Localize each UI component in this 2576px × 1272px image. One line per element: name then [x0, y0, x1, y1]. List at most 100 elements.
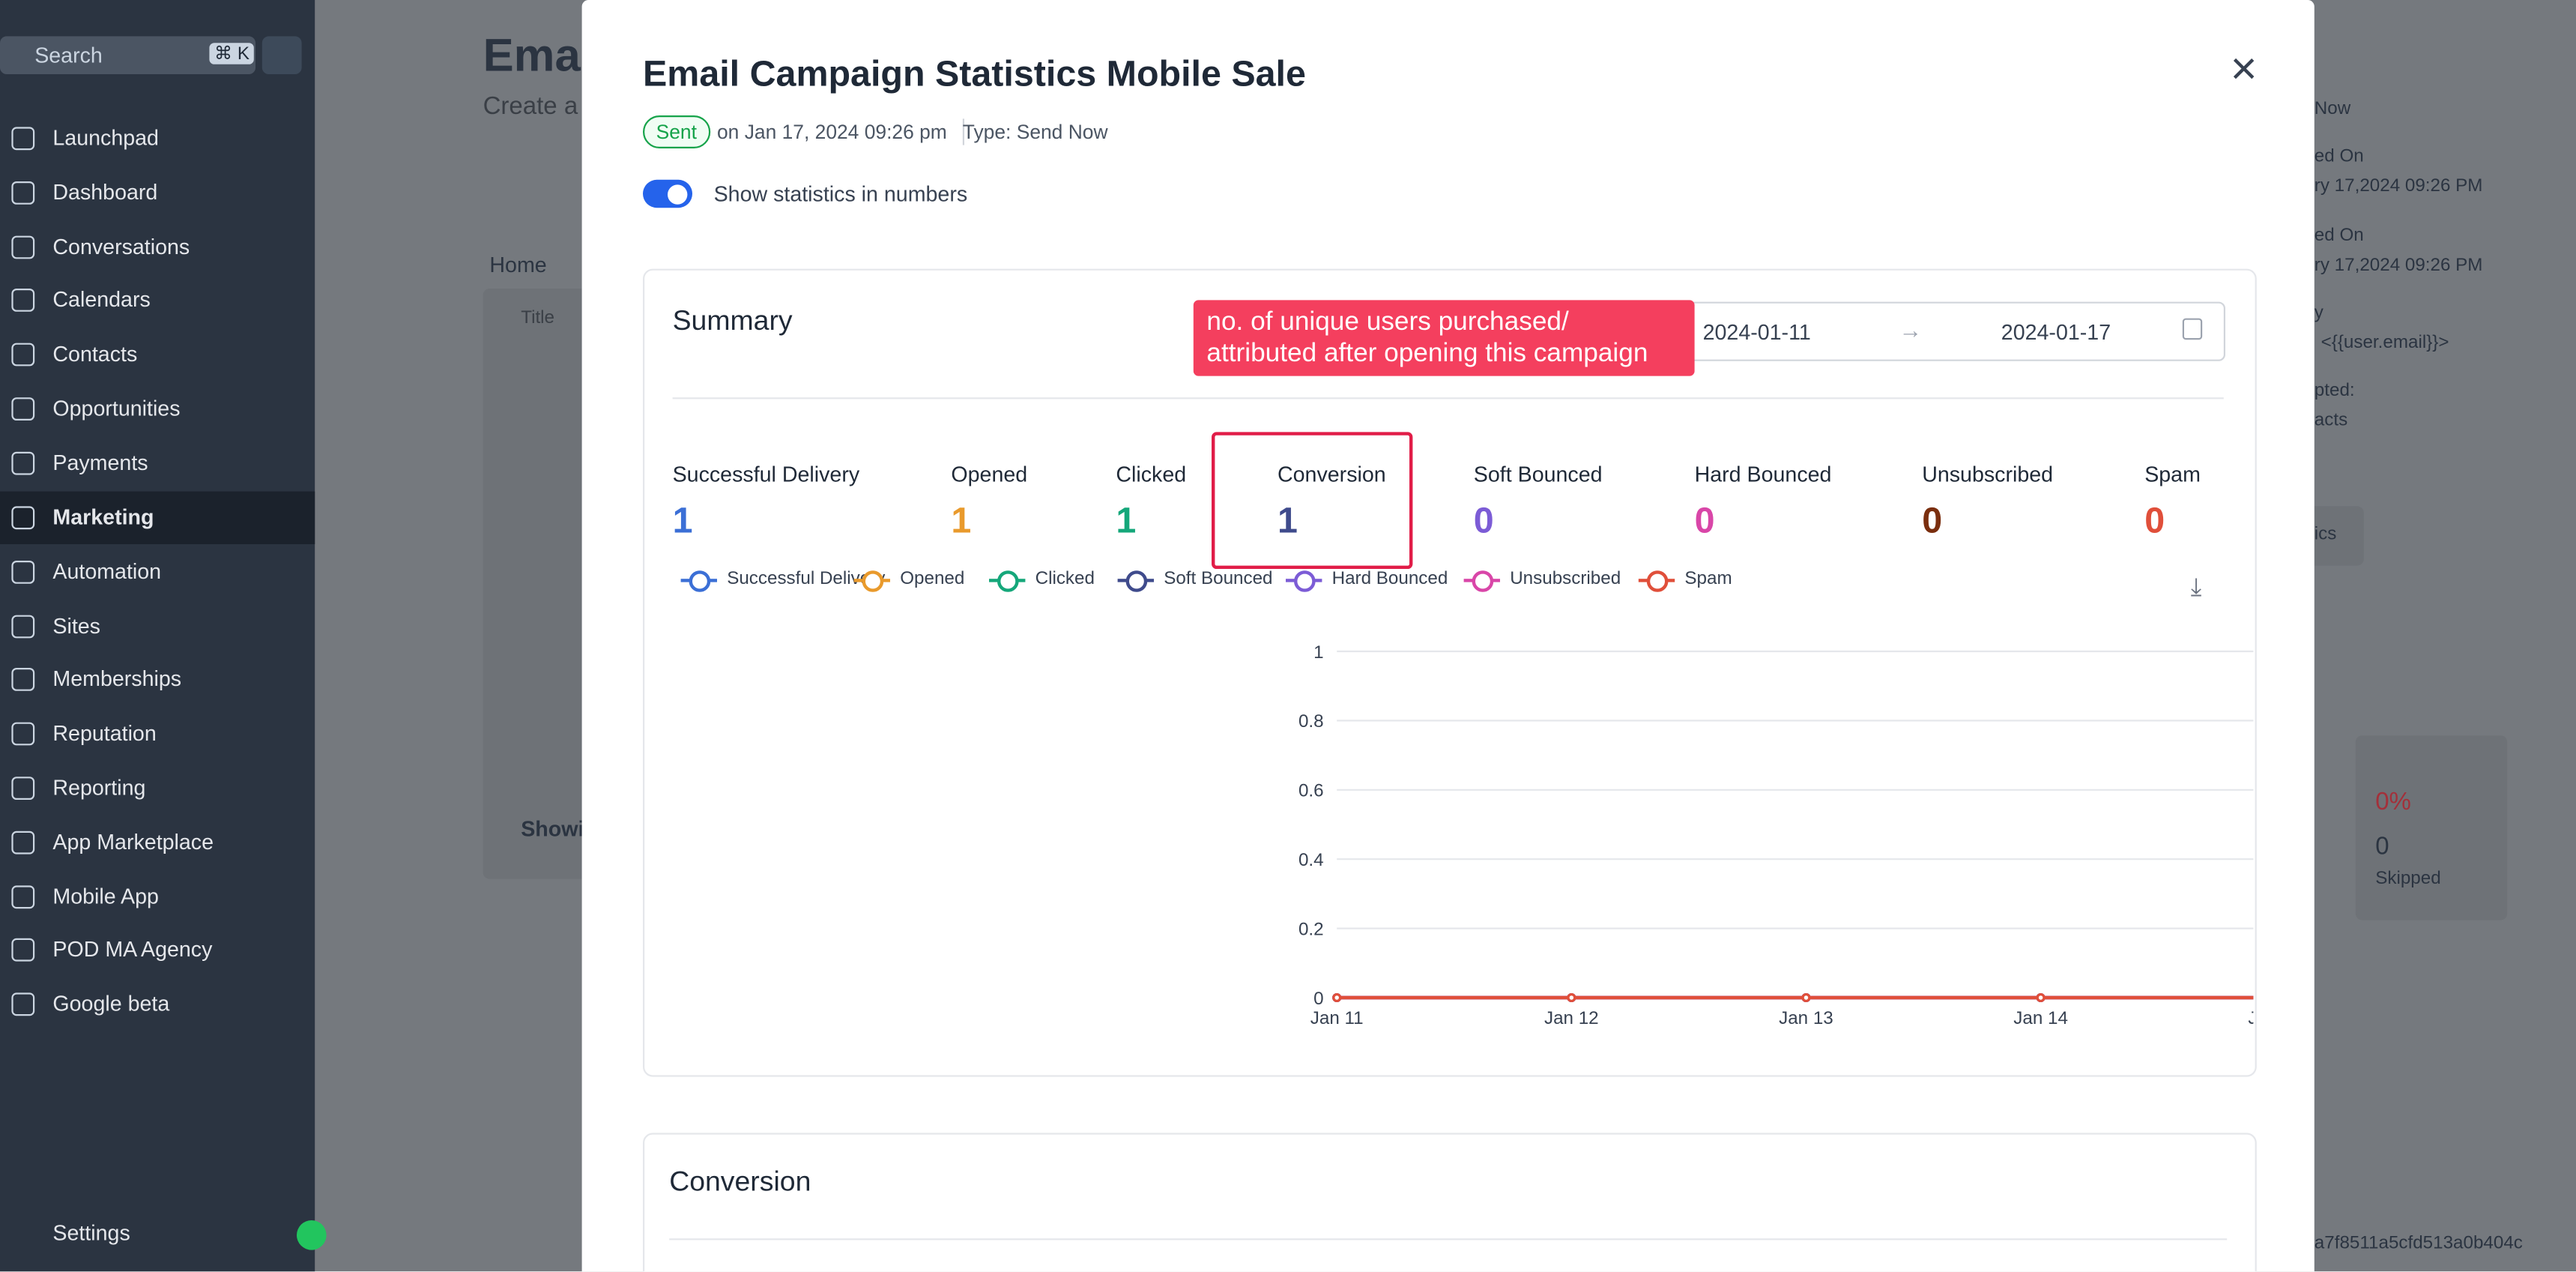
stat-label: Opened: [951, 462, 1028, 486]
nav-icon: [11, 668, 35, 692]
nav-item[interactable]: Calendars: [52, 287, 151, 313]
nav-item[interactable]: Marketing: [52, 504, 154, 529]
nav-icon: [11, 831, 35, 854]
legend-label: Soft Bounced: [1164, 569, 1273, 589]
send-type: Type: Send Now: [962, 120, 1108, 144]
nav-icon: [11, 992, 35, 1016]
nav-icon: [11, 776, 35, 800]
date-start: 2024-01-11: [1702, 319, 1811, 345]
status-badge: Sent: [643, 115, 710, 148]
legend-label: Clicked: [1035, 569, 1095, 589]
nav-item[interactable]: Sites: [52, 612, 100, 638]
modal: Email Campaign Statistics Mobile Sale × …: [581, 0, 2315, 1272]
divider: [669, 1238, 2228, 1241]
bg-fragment: 0: [2375, 833, 2389, 861]
highlight-box: [1212, 432, 1413, 569]
bg-footer: Showi: [521, 816, 584, 841]
nav-icon: [11, 884, 35, 908]
conversion-title: Conversion: [669, 1166, 811, 1198]
nav-icon: [11, 289, 35, 313]
point: [1801, 992, 1811, 1003]
summary-card: Summary 2024-01-11 → 2024-01-17 no. of u…: [643, 268, 2257, 1077]
quick-action[interactable]: [261, 36, 302, 74]
nav-icon: [11, 235, 35, 259]
download-icon[interactable]: ⤓: [2190, 573, 2202, 602]
legend-marker: [997, 570, 1019, 592]
point: [1332, 992, 1342, 1003]
y-tick-label: 1: [1313, 642, 1323, 663]
nav-item[interactable]: Contacts: [52, 341, 138, 367]
nav-item[interactable]: Reputation: [52, 720, 157, 746]
nav-item[interactable]: Payments: [52, 450, 148, 475]
stat-label: Unsubscribed: [1922, 462, 2054, 486]
shortcut: ⌘ K: [209, 43, 255, 64]
bg-fragment: ed On: [2314, 146, 2364, 167]
legend-marker: [1125, 570, 1148, 592]
nav-item[interactable]: Google beta: [52, 991, 170, 1016]
bg-column: Title: [521, 308, 555, 328]
nav-active-bg: [0, 491, 315, 544]
stat-label: Spam: [2144, 462, 2201, 486]
nav-item[interactable]: Opportunities: [52, 396, 181, 421]
nav-icon: [11, 614, 35, 638]
nav-item[interactable]: Reporting: [52, 774, 146, 800]
legend-label: Hard Bounced: [1331, 569, 1448, 589]
nav-item[interactable]: Conversations: [52, 233, 190, 259]
legend-marker: [862, 570, 884, 592]
nav-item[interactable]: Memberships: [52, 666, 182, 692]
bg-breadcrumb: Home: [489, 252, 547, 277]
series-line: [1337, 995, 2254, 1000]
bg-fragment: acts: [2314, 410, 2348, 431]
nav-item[interactable]: Launchpad: [52, 125, 159, 151]
toggle-knob: [668, 184, 688, 204]
nav-item[interactable]: Mobile App: [52, 883, 159, 908]
series-line: [1337, 995, 2254, 1000]
date-end: 2024-01-17: [2001, 319, 2111, 345]
series-line: [1337, 995, 2254, 1000]
legend-marker: [1472, 570, 1494, 592]
stat-value: 1: [672, 499, 693, 541]
stat-label: Soft Bounced: [1473, 462, 1603, 486]
bg-fragment: a7f8511a5cfd513a0b404c: [2314, 1233, 2523, 1253]
x-tick-label: Jan 13: [1779, 1008, 1833, 1028]
chart: 0 0.2 0.4 0.6 0.8 1 Jan 11 Jan 12 Jan 13 Jan 14 Ja…: [1298, 642, 2254, 1028]
x-tick-label: Jan 11: [1310, 1008, 1364, 1028]
bg-fragment: Now: [2314, 99, 2351, 119]
close-button[interactable]: ×: [2230, 43, 2258, 94]
nav-icon: [11, 451, 35, 475]
summary-title: Summary: [672, 305, 793, 337]
nav-item[interactable]: Dashboard: [52, 179, 158, 205]
sent-on: on Jan 17, 2024 09:26 pm: [717, 120, 947, 144]
x-tick-label: Jan 15: [2248, 1008, 2253, 1028]
bg-fragment: ed On: [2314, 226, 2364, 246]
date-range[interactable]: 2024-01-11 → 2024-01-17: [1683, 301, 2225, 361]
search-box[interactable]: Search ⌘ K: [0, 36, 256, 74]
stat-label: Hard Bounced: [1694, 462, 1832, 486]
toggle[interactable]: [643, 179, 692, 208]
stat-value: 0: [1922, 499, 1943, 541]
point: [1567, 992, 1576, 1003]
bg-fragment: Skipped: [2375, 869, 2441, 889]
point: [2036, 992, 2046, 1003]
nav-item[interactable]: App Marketplace: [52, 828, 214, 854]
nav-item[interactable]: Automation: [52, 558, 162, 584]
nav-icon: [11, 560, 35, 584]
nav-settings[interactable]: Settings: [52, 1220, 130, 1245]
separator: [962, 118, 964, 145]
y-tick-label: 0: [1313, 989, 1323, 1009]
conversion-card: Conversion: [643, 1133, 2257, 1272]
legend-label: Opened: [900, 569, 965, 589]
bg-table: [483, 289, 599, 879]
stat-value: 0: [2144, 499, 2165, 541]
sidebar: Search ⌘ K Launchpad Dashboard Conversatio…: [0, 0, 327, 1272]
nav-icon: [11, 397, 35, 421]
legend-label: Unsubscribed: [1510, 569, 1621, 589]
bg-fragment: y: [2314, 303, 2323, 324]
collapse-button[interactable]: [297, 1220, 327, 1250]
stat-label: Clicked: [1116, 462, 1187, 486]
nav-item[interactable]: POD MA Agency: [52, 937, 213, 962]
bg-fragment: <{{user.email}}>: [2320, 333, 2449, 353]
nav-icon: [11, 506, 35, 529]
nav-icon: [11, 127, 35, 151]
